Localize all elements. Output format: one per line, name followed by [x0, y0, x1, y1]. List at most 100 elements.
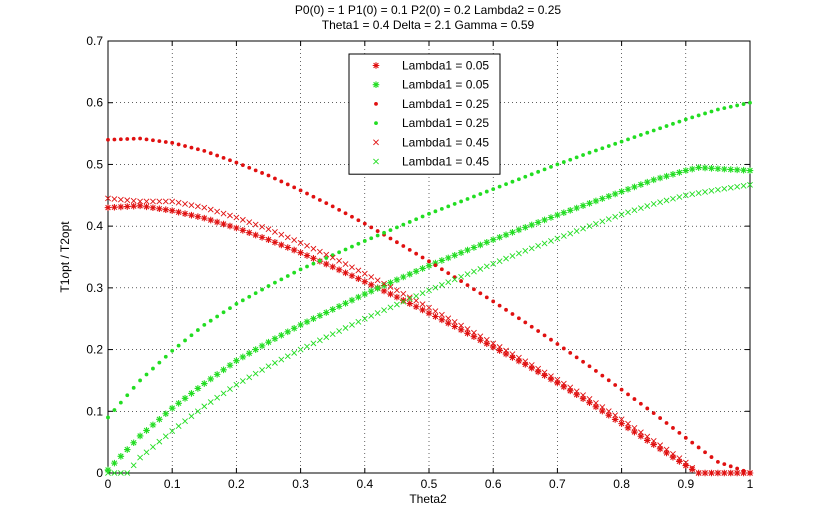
data-point: [111, 470, 118, 476]
data-point: [337, 207, 342, 212]
data-point: [284, 244, 292, 251]
data-point: [380, 282, 388, 289]
data-point: [676, 194, 683, 200]
data-point: [534, 219, 542, 226]
data-point: [638, 133, 643, 137]
data-point: [663, 446, 670, 453]
data-point: [278, 231, 285, 238]
data-point: [182, 201, 188, 207]
data-point: [162, 206, 170, 214]
data-point: [606, 144, 611, 148]
data-point: [406, 270, 414, 278]
data-point: [560, 209, 568, 216]
data-point: [144, 372, 149, 377]
data-point: [619, 139, 624, 144]
legend-label: Lambda1 = 0.45: [402, 155, 489, 169]
data-point: [459, 199, 463, 204]
data-point: [401, 222, 406, 227]
data-point: [189, 333, 194, 338]
data-point: [631, 207, 638, 214]
data-point: [118, 400, 123, 405]
data-point: [637, 429, 644, 436]
data-point: [509, 351, 516, 358]
series-5: [105, 195, 753, 476]
data-point: [234, 160, 239, 165]
data-point: [151, 138, 155, 143]
data-point: [401, 244, 406, 248]
data-point: [188, 413, 195, 420]
data-point: [541, 372, 548, 379]
data-point: [483, 239, 491, 246]
data-point: [382, 230, 386, 235]
data-point: [118, 137, 123, 142]
data-point: [432, 313, 439, 320]
data-point: [162, 433, 169, 440]
data-point: [721, 185, 728, 192]
data-point: [329, 331, 336, 338]
data-point: [522, 361, 529, 368]
data-point: [688, 165, 696, 173]
data-point: [599, 404, 606, 411]
data-point: [104, 466, 112, 474]
data-point: [612, 213, 619, 220]
data-point: [156, 198, 163, 205]
data-point: [329, 254, 336, 261]
data-point: [702, 189, 708, 195]
data-point: [156, 438, 163, 445]
data-point: [207, 375, 215, 383]
data-point: [528, 221, 536, 229]
data-point: [574, 355, 579, 360]
data-point: [233, 381, 240, 388]
data-point: [395, 240, 399, 245]
data-point: [676, 458, 683, 465]
data-point: [657, 442, 664, 449]
data-point: [123, 203, 131, 210]
data-point: [176, 343, 181, 348]
data-point: [748, 100, 752, 105]
data-point: [439, 267, 444, 272]
data-point: [446, 271, 451, 276]
data-point: [413, 297, 420, 304]
x-tick-label: 0.7: [549, 477, 566, 491]
data-point: [298, 188, 303, 193]
data-point: [504, 182, 508, 187]
data-point: [477, 336, 484, 344]
data-point: [515, 354, 522, 361]
data-point: [336, 257, 343, 264]
data-point: [491, 187, 496, 192]
data-point: [581, 359, 585, 364]
data-point: [106, 415, 110, 420]
data-point: [579, 202, 587, 209]
data-point: [226, 361, 234, 369]
data-point: [258, 234, 266, 241]
data-point: [427, 259, 431, 264]
data-point: [656, 445, 664, 453]
data-point: [311, 194, 316, 199]
data-point: [117, 196, 124, 203]
data-point: [144, 137, 149, 142]
data-point: [420, 214, 425, 219]
data-point: [586, 399, 593, 406]
data-point: [105, 470, 111, 476]
data-point: [716, 107, 720, 112]
data-point: [194, 213, 202, 220]
data-point: [690, 440, 695, 445]
data-point: [605, 411, 613, 419]
data-point: [491, 299, 496, 304]
data-point: [252, 231, 259, 239]
data-point: [125, 393, 130, 398]
data-point: [311, 261, 316, 266]
data-point: [368, 312, 375, 319]
data-point: [213, 371, 221, 378]
data-point: [233, 224, 240, 232]
data-point: [117, 203, 125, 211]
data-point: [322, 309, 330, 316]
data-point: [305, 264, 309, 269]
data-point: [175, 423, 182, 430]
data-point: [215, 153, 220, 158]
data-point: [273, 176, 277, 181]
data-point: [130, 202, 137, 210]
data-point: [618, 188, 625, 195]
data-point: [420, 255, 425, 260]
data-point: [637, 432, 645, 440]
